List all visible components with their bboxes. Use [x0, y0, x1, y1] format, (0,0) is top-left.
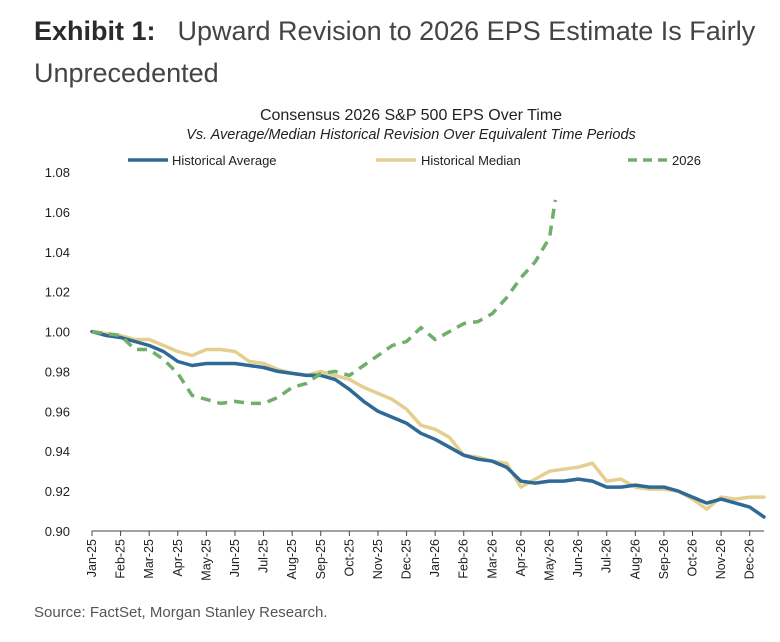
- x-tick-label: Dec-25: [400, 539, 414, 579]
- series-line-historical-average: [90, 329, 766, 519]
- x-tick-label: May-26: [543, 539, 557, 581]
- x-tick-label: Jun-25: [228, 539, 242, 577]
- x-tick-label: Sep-26: [657, 539, 671, 579]
- x-tick-label: Feb-26: [457, 539, 471, 579]
- series-layer: [90, 199, 766, 519]
- x-tick-label: Jun-26: [571, 539, 585, 577]
- x-tick-label: Nov-25: [371, 539, 385, 579]
- x-tick-label: Nov-26: [714, 539, 728, 579]
- series-line-historical-median: [90, 329, 766, 511]
- x-axis: Jan-25 Feb-25 Mar-25 Apr-25 May-25 Jun-25 Jul-…: [85, 530, 764, 581]
- legend: Historical Average Historical Median 202…: [128, 153, 701, 168]
- x-tick-label: Mar-26: [485, 539, 499, 579]
- y-tick-label: 0.92: [45, 484, 70, 499]
- x-tick-label: Oct-25: [342, 539, 356, 577]
- exhibit-label: Exhibit 1:: [34, 16, 156, 46]
- x-tick-label: Dec-26: [743, 539, 757, 579]
- y-tick-label: 1.02: [45, 285, 70, 300]
- x-tick-label: Mar-25: [142, 539, 156, 579]
- y-tick-label: 1.08: [45, 165, 70, 180]
- y-tick-label: 1.06: [45, 205, 70, 220]
- y-tick-label: 0.98: [45, 364, 70, 379]
- x-tick-label: May-25: [199, 539, 213, 581]
- x-tick-label: Jan-26: [428, 539, 442, 577]
- x-tick-label: Jan-25: [85, 539, 99, 577]
- source-note: Source: FactSet, Morgan Stanley Research…: [34, 604, 328, 621]
- x-tick-label: Apr-26: [514, 539, 528, 577]
- legend-label-historical-median: Historical Median: [421, 153, 521, 168]
- y-tick-label: 1.04: [45, 245, 70, 260]
- x-tick-label: Sep-25: [314, 539, 328, 579]
- x-tick-label: Aug-25: [285, 539, 299, 579]
- x-tick-label: Jul-26: [600, 539, 614, 573]
- series-line-2026: [91, 199, 558, 406]
- y-tick-label: 0.90: [45, 524, 70, 539]
- y-tick-label: 1.00: [45, 325, 70, 340]
- x-tick-label: Oct-26: [686, 539, 700, 577]
- exhibit-header: Exhibit 1: Upward Revision to 2026 EPS Es…: [34, 10, 764, 94]
- y-tick-label: 0.94: [45, 444, 70, 459]
- chart-title: Consensus 2026 S&P 500 EPS Over Time: [260, 107, 562, 124]
- y-axis: 0.90 0.92 0.94 0.96 0.98 1.00 1.02 1.04 1.06 1.08: [45, 165, 70, 539]
- legend-item-historical-median: Historical Median: [376, 153, 521, 168]
- chart-subtitle: Vs. Average/Median Historical Revision O…: [186, 127, 636, 143]
- legend-label-2026: 2026: [672, 153, 701, 168]
- x-tick-label: Jul-25: [257, 539, 271, 573]
- x-tick-label: Apr-25: [171, 539, 185, 577]
- legend-item-2026: 2026: [628, 153, 701, 168]
- y-tick-label: 0.96: [45, 404, 70, 419]
- legend-item-historical-average: Historical Average: [128, 153, 277, 168]
- legend-label-historical-average: Historical Average: [172, 153, 277, 168]
- x-tick-label: Aug-26: [628, 539, 642, 579]
- x-tick-label: Feb-25: [114, 539, 128, 579]
- exhibit-title: Upward Revision to 2026 EPS Estimate Is …: [34, 16, 756, 88]
- eps-line-chart: Consensus 2026 S&P 500 EPS Over Time Vs.…: [45, 107, 766, 581]
